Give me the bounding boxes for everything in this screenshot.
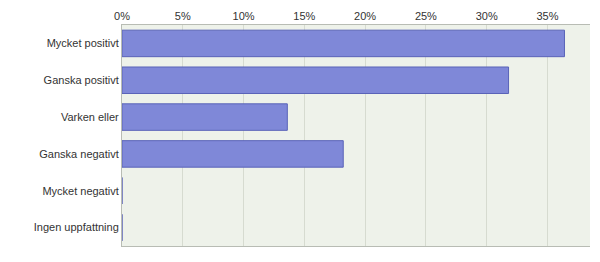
svg-text:Ganska negativt: Ganska negativt [39,148,119,160]
svg-text:Mycket negativt: Mycket negativt [42,185,118,197]
svg-text:Mycket positivt: Mycket positivt [47,37,119,49]
svg-text:10%: 10% [233,10,255,22]
svg-text:25%: 25% [415,10,437,22]
svg-text:0%: 0% [114,10,130,22]
svg-text:30%: 30% [476,10,498,22]
svg-text:Varken eller: Varken eller [61,111,119,123]
svg-text:35%: 35% [536,10,558,22]
svg-text:Ganska positivt: Ganska positivt [44,74,119,86]
svg-text:15%: 15% [293,10,315,22]
svg-text:20%: 20% [354,10,376,22]
svg-text:Ingen uppfattning: Ingen uppfattning [34,221,119,233]
svg-text:5%: 5% [175,10,191,22]
